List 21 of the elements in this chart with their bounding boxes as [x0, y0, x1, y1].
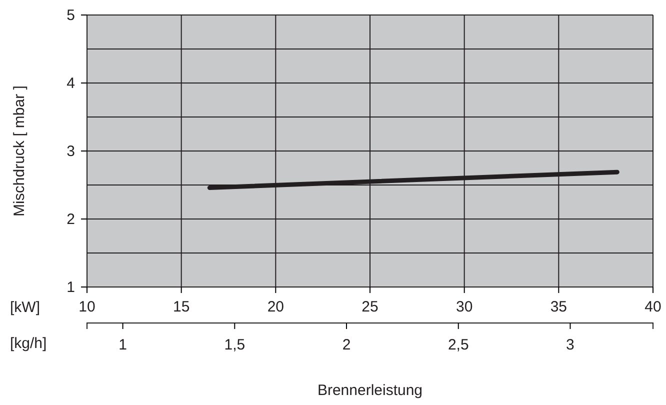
x-tick-label: 35 — [550, 298, 568, 316]
y-tick-label: 5 — [66, 6, 75, 24]
x2-tick-label: 1 — [118, 336, 127, 354]
x-tick-label: 10 — [78, 298, 96, 316]
x2-tick-label: 2,5 — [448, 336, 469, 354]
x2-tick-label: 1,5 — [224, 336, 246, 354]
x2-tick-label: 3 — [566, 336, 574, 354]
x-tick-label: 40 — [644, 298, 662, 316]
x-tick-label: 20 — [267, 298, 284, 316]
y-tick-label: 4 — [66, 74, 75, 92]
text: [kg/h] — [10, 335, 47, 352]
x-tick-label: 15 — [172, 298, 190, 316]
y-tick-label: 1 — [66, 278, 75, 296]
x-tick-label: 25 — [362, 298, 378, 316]
y-axis-title: Mischdruck [ mbar ] — [11, 86, 28, 216]
x-axis-title: Brennerleistung — [317, 382, 423, 399]
y-tick-label: 3 — [66, 142, 75, 160]
y-tick-label: 2 — [66, 210, 75, 228]
text: [kW] — [10, 299, 40, 316]
x-tick-label: 30 — [456, 298, 473, 316]
x2-tick-label: 2 — [342, 336, 351, 354]
